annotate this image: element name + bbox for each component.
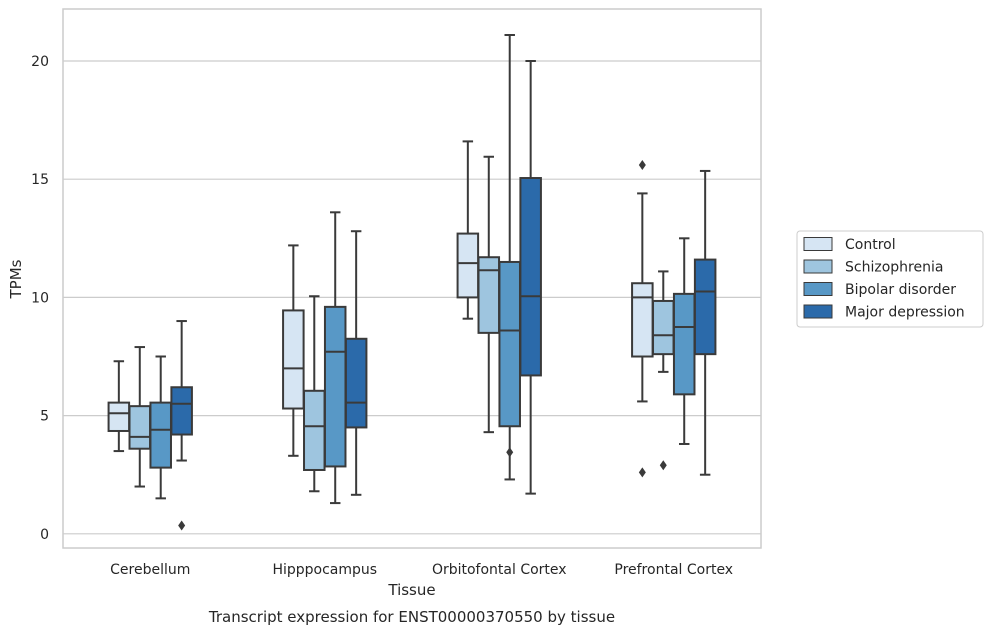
box-iqr: [170, 386, 193, 436]
box: [149, 355, 172, 500]
y-tick-label: 0: [40, 527, 49, 543]
legend-swatch: [803, 282, 833, 296]
y-tick-label: 20: [31, 54, 49, 70]
outlier-point: [638, 160, 646, 171]
y-tick-label: 15: [31, 172, 49, 188]
box: [693, 169, 717, 476]
box: [456, 140, 480, 320]
box-iqr: [631, 282, 654, 358]
legend: Control Schizophrenia Bipolar disorder Majo…: [796, 230, 984, 328]
series-major-depression: [170, 60, 717, 531]
box-iqr: [693, 258, 717, 356]
box: [107, 360, 131, 453]
outlier-point: [638, 467, 646, 478]
chart-caption: Transcript expression for ENST0000037055…: [208, 608, 615, 626]
box-iqr: [672, 292, 696, 396]
outlier-point: [506, 447, 514, 458]
box-iqr: [282, 309, 305, 410]
box: [652, 270, 675, 471]
box-iqr: [498, 260, 521, 428]
outlier-point: [178, 520, 186, 531]
legend-label: Bipolar disorder: [845, 282, 956, 298]
x-tick-label: Orbitofontal Cortex: [432, 562, 567, 578]
y-tick-label: 5: [40, 409, 49, 425]
y-tick-label: 10: [31, 290, 49, 306]
legend-frame: [796, 230, 984, 328]
outlier-point: [659, 460, 667, 471]
box-iqr: [323, 305, 347, 468]
box-iqr: [456, 232, 480, 299]
box: [519, 60, 542, 495]
legend-swatch: [803, 304, 833, 319]
x-tick-label: Hipppocampus: [272, 562, 377, 578]
legend-label: Control: [845, 237, 896, 253]
legend-label: Schizophrenia: [845, 260, 943, 276]
box: [170, 320, 193, 531]
plot-frame: [62, 8, 762, 549]
legend-label: Major depression: [845, 305, 965, 321]
box: [498, 34, 521, 481]
x-axis-ticks: Cerebellum Hipppocampus Orbitofontal Corte…: [110, 562, 733, 578]
box: [282, 244, 305, 457]
series-schizophrenia: [128, 155, 675, 493]
box: [344, 230, 368, 496]
y-axis-ticks: 0 5 10 15 20: [31, 54, 49, 543]
box: [631, 160, 654, 478]
series-control: [107, 140, 654, 478]
series-bipolar-disorder: [149, 34, 696, 505]
box-iqr: [107, 401, 131, 432]
box-iqr: [149, 401, 172, 469]
box-iqr: [303, 389, 326, 471]
y-axis-title: TPMs: [7, 259, 25, 299]
x-axis-title: Tissue: [387, 581, 435, 599]
x-tick-label: Cerebellum: [110, 562, 190, 578]
box-series: [107, 34, 717, 531]
box-iqr: [128, 405, 152, 450]
box-iqr: [652, 299, 675, 356]
box-iqr: [477, 256, 501, 334]
x-tick-label: Prefrontal Cortex: [614, 562, 733, 578]
box-iqr: [344, 337, 368, 429]
legend-swatch: [803, 237, 833, 251]
box-iqr: [519, 177, 542, 377]
legend-swatch: [803, 259, 833, 274]
